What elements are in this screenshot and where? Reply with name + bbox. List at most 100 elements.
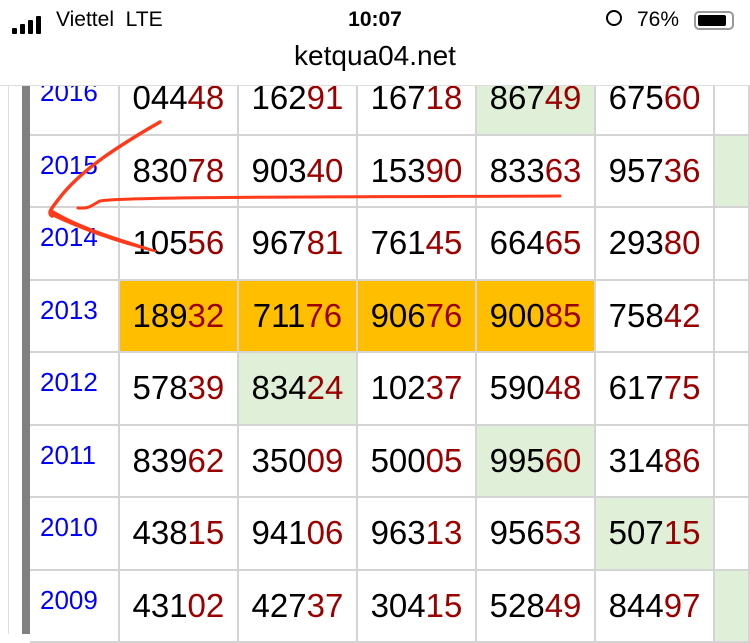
number-last-two-digits: 32	[187, 296, 225, 334]
result-cell: 43815	[117, 496, 239, 571]
result-cell: 94106	[236, 496, 358, 571]
number-prefix: 903	[251, 151, 307, 189]
carrier-name: Viettel	[56, 8, 114, 31]
number-last-two-digits: 42	[663, 296, 701, 334]
number-last-two-digits: 40	[306, 151, 344, 189]
number-last-two-digits: 06	[306, 514, 344, 552]
number-prefix: 431	[132, 586, 188, 624]
number-prefix: 833	[489, 151, 545, 189]
left-gray-bar	[22, 0, 30, 634]
number-prefix: 839	[132, 441, 188, 479]
number-last-two-digits: 24	[306, 369, 344, 407]
result-cell: 61775	[594, 351, 716, 426]
number-prefix: 153	[370, 151, 426, 189]
number-prefix: 304	[370, 586, 426, 624]
result-cell: 50715	[594, 496, 716, 571]
result-cell: 75842	[594, 278, 716, 353]
number-last-two-digits: 78	[187, 151, 225, 189]
number-last-two-digits: 15	[425, 586, 463, 624]
number-last-two-digits: 39	[187, 369, 225, 407]
result-cell: 90676	[355, 278, 478, 353]
result-cell: 90340	[236, 133, 358, 208]
result-cell: 59048	[474, 351, 597, 426]
table-row: 2012 57839 83424 10237 59048 61775	[30, 351, 750, 426]
carrier-label: Viettel LTE	[56, 8, 163, 32]
page-edge-divider	[8, 0, 9, 634]
result-cell: 96313	[355, 496, 478, 571]
number-last-two-digits: 13	[425, 514, 463, 552]
year-cell: 2012	[30, 351, 120, 426]
number-last-two-digits: 76	[305, 296, 343, 334]
result-cell: 18932	[117, 278, 239, 353]
number-prefix: 900	[489, 296, 545, 334]
number-last-two-digits: 63	[544, 151, 582, 189]
number-last-two-digits: 90	[425, 151, 463, 189]
number-prefix: 830	[132, 151, 188, 189]
number-last-two-digits: 81	[306, 224, 344, 262]
result-cell: 15390	[355, 133, 478, 208]
year-cell: 2011	[30, 423, 120, 498]
number-prefix: 350	[251, 441, 307, 479]
result-cell: 50005	[355, 423, 478, 498]
result-cell: 52849	[474, 568, 597, 643]
number-last-two-digits: 09	[306, 441, 344, 479]
number-last-two-digits: 36	[663, 151, 701, 189]
battery-icon	[694, 11, 734, 30]
number-last-two-digits: 02	[187, 586, 225, 624]
number-prefix: 967	[251, 224, 307, 262]
result-cell: 83424	[236, 351, 358, 426]
number-prefix: 314	[608, 441, 664, 479]
result-cell: 29380	[594, 206, 716, 281]
result-cell: 84497	[594, 568, 716, 643]
table-row: 2014 10556 96781 76145 66465 29380	[30, 206, 750, 281]
year-cell: 2013	[30, 278, 120, 353]
results-table: 2016 04448 16291 16718 86749 67560 2015 83078 90…	[30, 61, 750, 643]
number-last-two-digits: 85	[544, 296, 582, 334]
number-prefix: 963	[370, 514, 426, 552]
status-bar: Viettel LTE 10:07 76%	[0, 6, 750, 36]
number-prefix: 664	[489, 224, 545, 262]
number-prefix: 758	[608, 296, 664, 334]
partial-column-cell	[713, 133, 750, 208]
year-cell: 2014	[30, 206, 120, 281]
result-cell: 71176	[236, 278, 358, 353]
number-last-two-digits: 62	[187, 441, 225, 479]
table-row: 2013 18932 71176 90676 90085 75842	[30, 278, 750, 353]
result-cell: 30415	[355, 568, 478, 643]
result-cell: 66465	[474, 206, 597, 281]
result-cell: 57839	[117, 351, 239, 426]
number-prefix: 438	[132, 514, 188, 552]
result-cell: 83078	[117, 133, 239, 208]
number-prefix: 761	[370, 224, 426, 262]
rotation-lock-icon	[606, 10, 622, 26]
partial-column-cell	[713, 568, 750, 643]
partial-column-cell	[713, 351, 750, 426]
number-prefix: 906	[370, 296, 426, 334]
table-row: 2015 83078 90340 15390 83363 95736	[30, 133, 750, 208]
result-cell: 96781	[236, 206, 358, 281]
number-prefix: 105	[132, 224, 188, 262]
result-cell: 35009	[236, 423, 358, 498]
number-prefix: 941	[251, 514, 307, 552]
table-row: 2009 43102 42737 30415 52849 84497	[30, 568, 750, 643]
number-last-two-digits: 15	[663, 514, 701, 552]
battery-percent: 76%	[637, 8, 680, 31]
result-cell: 43102	[117, 568, 239, 643]
table-row: 2010 43815 94106 96313 95653 50715	[30, 496, 750, 571]
number-prefix: 528	[489, 586, 545, 624]
number-prefix: 711	[252, 296, 306, 334]
number-last-two-digits: 53	[544, 514, 582, 552]
url-bar[interactable]: ketqua04.net	[294, 40, 456, 71]
number-prefix: 507	[608, 514, 664, 552]
number-prefix: 956	[489, 514, 545, 552]
result-cell: 95736	[594, 133, 716, 208]
table-row: 2011 83962 35009 50005 99560 31486	[30, 423, 750, 498]
partial-column-cell	[713, 206, 750, 281]
number-last-two-digits: 05	[425, 441, 463, 479]
year-cell: 2010	[30, 496, 120, 571]
result-cell: 90085	[474, 278, 597, 353]
number-last-two-digits: 97	[663, 586, 701, 624]
result-cell: 95653	[474, 496, 597, 571]
number-last-two-digits: 76	[425, 296, 463, 334]
